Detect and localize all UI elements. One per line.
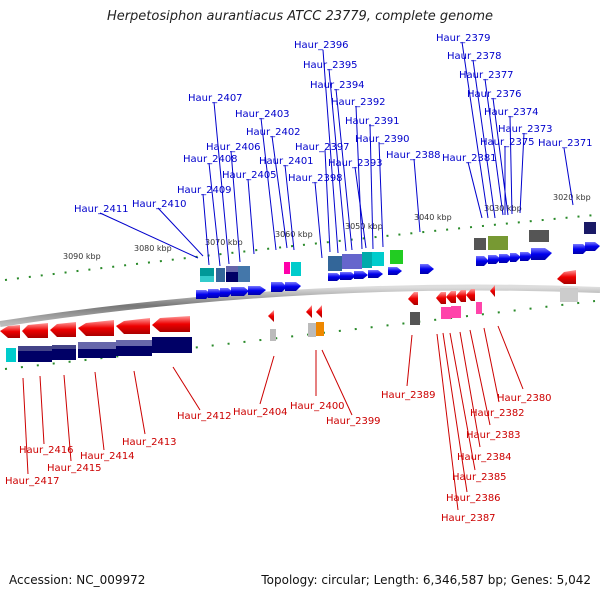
gene-label: Haur_2394 — [310, 80, 365, 91]
map-title: Herpetosiphon aurantiacus ATCC 23779, co… — [106, 9, 494, 24]
gene-label: Haur_2390 — [355, 134, 410, 145]
gene-label: Haur_2402 — [246, 127, 301, 138]
gene-label: Haur_2408 — [183, 154, 238, 165]
kbp-label: 3050 kbp — [345, 222, 383, 231]
genome-backbone — [0, 284, 600, 327]
gene-label: Haur_2404 — [233, 407, 288, 418]
gene-label: Haur_2387 — [441, 513, 496, 524]
kbp-label: 3060 kbp — [275, 230, 313, 239]
gene-label: Haur_2376 — [467, 89, 522, 100]
gene-label: Haur_2371 — [538, 138, 593, 149]
gene-label: Haur_2415 — [47, 463, 102, 474]
gene-label: Haur_2397 — [295, 142, 350, 153]
gene-label: Haur_2409 — [177, 185, 232, 196]
gene-label: Haur_2377 — [459, 70, 514, 81]
gene-label: Haur_2384 — [457, 452, 512, 463]
gene-label: Haur_2411 — [74, 204, 129, 215]
gene-label: Haur_2414 — [80, 451, 135, 462]
gene-label: Haur_2396 — [294, 40, 349, 51]
gene-label: Haur_2381 — [442, 153, 497, 164]
gene-label: Haur_2386 — [446, 493, 501, 504]
kbp-label: 3030 kbp — [484, 204, 522, 213]
kbp-label: 3040 kbp — [414, 213, 452, 222]
gene-label: Haur_2403 — [235, 109, 290, 120]
gene-label: Haur_2392 — [331, 97, 386, 108]
gene-label: Haur_2382 — [470, 408, 525, 419]
gene-label: Haur_2398 — [288, 173, 343, 184]
forward-leader-lines — [99, 41, 574, 267]
gene-label: Haur_2405 — [222, 170, 277, 181]
gene-label: Haur_2375 — [480, 137, 535, 148]
forward-gene-arrows — [196, 242, 600, 299]
gene-label: Haur_2399 — [326, 416, 381, 427]
gene-label: Haur_2400 — [290, 401, 345, 412]
gene-label: Haur_2374 — [484, 107, 539, 118]
gene-label: Haur_2417 — [5, 476, 60, 487]
reverse-feature-blocks — [6, 288, 578, 362]
topology-text: Topology: circular; Length: 6,346,587 bp… — [261, 573, 591, 587]
gene-label: Haur_2389 — [381, 390, 436, 401]
gene-label: Haur_2379 — [436, 33, 491, 44]
gene-label: Haur_2406 — [206, 142, 261, 153]
forward-feature-blocks — [200, 222, 596, 282]
gene-label: Haur_2412 — [177, 411, 232, 422]
reverse-leader-lines — [22, 325, 524, 511]
gene-label: Haur_2388 — [386, 150, 441, 161]
gene-label: Haur_2416 — [19, 445, 74, 456]
kbp-label: 3090 kbp — [63, 252, 101, 261]
kbp-label: 3070 kbp — [205, 238, 243, 247]
gene-label: Haur_2401 — [259, 156, 314, 167]
gene-label: Haur_2383 — [466, 430, 521, 441]
kbp-label: 3080 kbp — [134, 244, 172, 253]
reverse-gene-arrows — [0, 270, 576, 338]
gene-label: Haur_2385 — [452, 472, 507, 483]
accession-text: Accession: NC_009972 — [9, 573, 146, 587]
gene-label: Haur_2378 — [447, 51, 502, 62]
gene-label: Haur_2380 — [497, 393, 552, 404]
gene-label: Haur_2413 — [122, 437, 177, 448]
gene-label: Haur_2391 — [345, 116, 400, 127]
gene-label: Haur_2373 — [498, 124, 553, 135]
gene-label: Haur_2395 — [303, 60, 358, 71]
gene-label: Haur_2393 — [328, 158, 383, 169]
gene-label: Haur_2410 — [132, 199, 187, 210]
gene-label: Haur_2407 — [188, 93, 243, 104]
